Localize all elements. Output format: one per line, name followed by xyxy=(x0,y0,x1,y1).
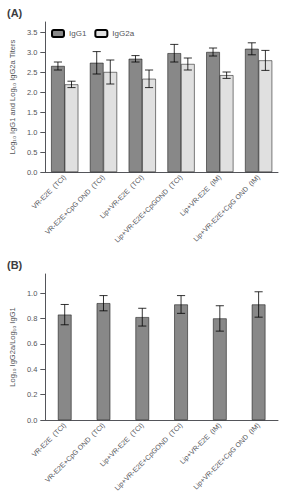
svg-text:Log₁₀ IgG1 and Log₁₀ IgG2a Tit: Log₁₀ IgG1 and Log₁₀ IgG2a Titers xyxy=(8,40,17,155)
svg-text:0.5: 0.5 xyxy=(27,148,37,157)
svg-text:3.5: 3.5 xyxy=(27,28,37,37)
svg-text:IgG1: IgG1 xyxy=(69,29,87,38)
svg-text:IgG2a: IgG2a xyxy=(112,29,134,38)
svg-text:VR-E2E (TCI): VR-E2E (TCI) xyxy=(30,422,67,459)
svg-text:Lip+VR-E2E+CpGOND (TCI): Lip+VR-E2E+CpGOND (TCI) xyxy=(113,174,184,245)
svg-text:0.0: 0.0 xyxy=(27,416,37,425)
svg-text:Lip+VR-E2E+CpGOND (TCI): Lip+VR-E2E+CpGOND (TCI) xyxy=(113,422,184,493)
svg-text:Lip+VR-E2E+CpG OND (IM): Lip+VR-E2E+CpG OND (IM) xyxy=(192,422,262,492)
svg-text:2.0: 2.0 xyxy=(27,88,37,97)
svg-text:Lip+VR-E2E (TCI): Lip+VR-E2E (TCI) xyxy=(98,173,145,220)
svg-text:VR-E2E (TCI): VR-E2E (TCI) xyxy=(30,174,67,211)
svg-text:0.0: 0.0 xyxy=(27,168,37,177)
svg-text:Log₁₀ IgG2a/Log₁₀ IgG1: Log₁₀ IgG2a/Log₁₀ IgG1 xyxy=(8,307,17,386)
svg-text:VR-E2E+CpG OND (TCI): VR-E2E+CpG OND (TCI) xyxy=(44,422,107,485)
svg-text:0.4: 0.4 xyxy=(27,365,37,374)
svg-text:Lip+VR-E2E (IM): Lip+VR-E2E (IM) xyxy=(179,422,223,466)
svg-text:0.8: 0.8 xyxy=(27,314,37,323)
svg-text:0.2: 0.2 xyxy=(27,390,37,399)
svg-text:3.0: 3.0 xyxy=(27,48,37,57)
svg-text:1.0: 1.0 xyxy=(27,289,37,298)
svg-text:Lip+VR-E2E (TCI): Lip+VR-E2E (TCI) xyxy=(98,421,145,468)
svg-text:0.6: 0.6 xyxy=(27,339,37,348)
svg-text:2.5: 2.5 xyxy=(27,68,37,77)
svg-text:(A): (A) xyxy=(7,7,23,19)
svg-text:VR-E2E+CpG OND (TCI): VR-E2E+CpG OND (TCI) xyxy=(44,174,107,237)
svg-text:Lip+VR-E2E+CpG OND (IM): Lip+VR-E2E+CpG OND (IM) xyxy=(192,174,262,244)
svg-text:(B): (B) xyxy=(7,259,23,271)
svg-text:1.5: 1.5 xyxy=(27,108,37,117)
svg-text:Lip+VR-E2E (IM): Lip+VR-E2E (IM) xyxy=(179,174,223,218)
svg-text:1.0: 1.0 xyxy=(27,128,37,137)
